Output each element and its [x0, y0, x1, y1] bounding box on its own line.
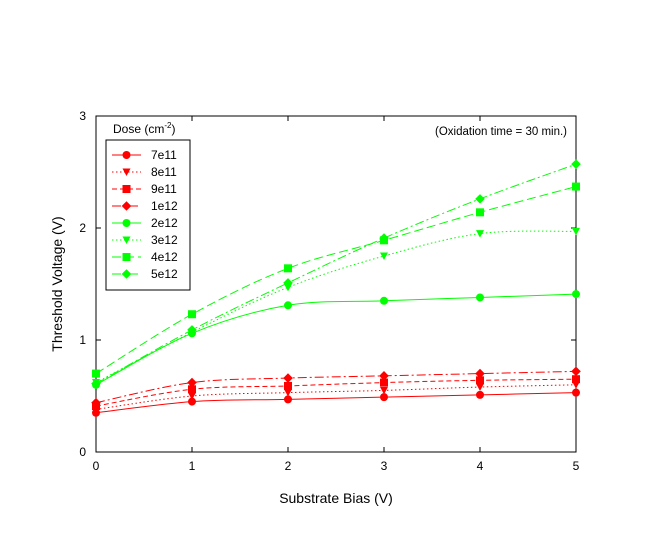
- legend-title-prefix: Dose (cm: [113, 122, 164, 136]
- legend-label: 7e11: [151, 148, 177, 162]
- legend-label: 8e11: [151, 165, 177, 179]
- data-point: [284, 264, 292, 273]
- data-point: [188, 392, 196, 400]
- y-tick-label: 0: [79, 445, 86, 459]
- legend-label: 4e12: [151, 250, 178, 264]
- data-point: [284, 389, 292, 397]
- legend-label: 3e12: [151, 233, 178, 247]
- legend-entry: 5e12: [112, 267, 178, 281]
- series-line: [95, 370, 577, 404]
- data-point: [571, 366, 581, 377]
- series-9e11: [92, 375, 580, 411]
- x-tick-label: 3: [381, 459, 388, 473]
- series-line: [95, 392, 577, 414]
- legend-marker: [122, 219, 131, 227]
- series-line: [95, 163, 577, 385]
- legend-marker: [122, 185, 131, 193]
- legend-marker: [122, 253, 131, 261]
- legend-entry: 2e12: [112, 216, 178, 230]
- legend-label: 9e11: [151, 182, 177, 196]
- data-point: [284, 301, 292, 310]
- data-point: [283, 278, 293, 288]
- data-point: [476, 293, 484, 302]
- x-tick-label: 4: [477, 459, 484, 473]
- legend-entry: 8e11: [112, 165, 177, 179]
- data-point: [380, 378, 388, 387]
- legend-entry: 4e12: [112, 250, 178, 264]
- legend-entry: 9e11: [112, 182, 177, 196]
- data-point: [91, 378, 101, 389]
- series-line: [95, 293, 577, 386]
- data-point: [380, 386, 388, 395]
- data-point: [572, 388, 580, 397]
- legend-title: Dose (cm-2): [113, 121, 175, 136]
- data-point: [380, 393, 388, 402]
- data-point: [379, 233, 389, 243]
- data-point: [476, 376, 484, 385]
- legend-marker: [122, 236, 131, 244]
- series-2e12: [92, 290, 580, 389]
- data-point: [187, 325, 197, 335]
- legend: Dose (cm-2) 7e11 8e11 9e11 1e12 2e12 3e12 4e12…: [105, 121, 191, 291]
- data-point: [476, 383, 484, 392]
- legend-marker: [121, 269, 132, 279]
- data-point: [380, 296, 388, 305]
- legend-title-suffix: ): [171, 122, 175, 136]
- series-8e11: [92, 381, 580, 414]
- data-point: [572, 375, 580, 384]
- annotation-oxidation-time: (Oxidation time = 30 min.): [435, 126, 567, 138]
- series-layer: [91, 159, 581, 417]
- y-axis-title: Threshold Voltage (V): [49, 216, 65, 351]
- data-point: [91, 397, 101, 408]
- data-point: [283, 373, 293, 383]
- legend-marker: [121, 201, 132, 211]
- data-point: [571, 159, 581, 169]
- x-tick-label: 5: [573, 459, 580, 473]
- x-tick-label: 1: [189, 459, 196, 473]
- legend-entry: 3e12: [112, 233, 178, 247]
- series-1e12: [91, 366, 581, 408]
- data-point: [379, 371, 389, 381]
- x-axis-title: Substrate Bias (V): [279, 490, 393, 506]
- legend-label: 2e12: [151, 216, 178, 230]
- data-point: [188, 310, 196, 319]
- series-7e11: [92, 388, 580, 417]
- legend-label: 1e12: [151, 199, 178, 213]
- y-tick-label: 1: [79, 333, 86, 347]
- series-line: [95, 230, 577, 384]
- axis-ticks: 0 1 2 3 4 5 0 1 2 3: [79, 109, 579, 473]
- series-5e12: [91, 159, 581, 389]
- legend-marker: [122, 168, 131, 176]
- data-point: [476, 390, 484, 399]
- data-point: [284, 381, 292, 390]
- legend-box: [105, 139, 191, 291]
- data-point: [476, 230, 484, 238]
- legend-marker: [122, 151, 131, 159]
- data-point: [92, 369, 100, 378]
- y-tick-label: 3: [79, 109, 86, 123]
- data-point: [572, 290, 580, 299]
- legend-title-sup: -2: [164, 121, 172, 130]
- data-point: [380, 252, 388, 260]
- data-point: [475, 194, 485, 204]
- x-tick-label: 0: [93, 459, 100, 473]
- legend-label: 5e12: [151, 267, 178, 281]
- data-point: [572, 227, 580, 236]
- legend-entries: 7e11 8e11 9e11 1e12 2e12 3e12 4e12 5e12: [112, 148, 178, 281]
- data-point: [188, 397, 196, 406]
- legend-entry: 7e11: [112, 148, 177, 162]
- data-point: [187, 377, 197, 388]
- data-point: [476, 208, 484, 217]
- y-tick-label: 2: [79, 221, 86, 235]
- plot-frame: [95, 115, 577, 453]
- data-point: [572, 182, 580, 191]
- data-point: [284, 395, 292, 404]
- data-point: [188, 385, 196, 394]
- series-line: [95, 378, 577, 407]
- data-point: [475, 368, 485, 379]
- series-line: [95, 384, 577, 410]
- x-tick-label: 2: [285, 459, 292, 473]
- legend-entry: 1e12: [112, 199, 178, 213]
